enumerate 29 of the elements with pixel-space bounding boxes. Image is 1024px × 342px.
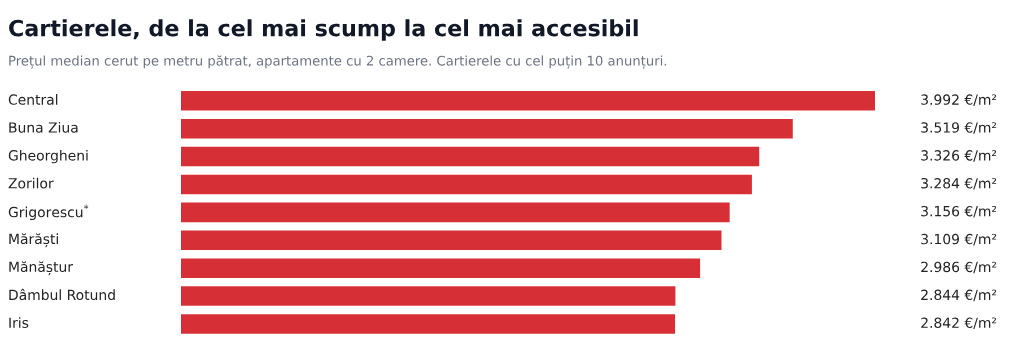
y-tick-label: Mănăștur [9,261,73,276]
y-tick-label: Central [8,94,58,105]
bar [181,202,730,223]
y-tick-label: Buna Ziua [9,121,78,133]
data-label: 3.284 €/m² [921,178,997,190]
data-label: 3.109 €/m² [921,233,997,246]
y-tick-label: Grigorescu$^{*}$ [8,204,89,221]
data-label: 3.992 €/m² [921,94,997,106]
bar [181,174,752,195]
data-label: 2.842 €/m² [921,317,997,330]
bar [181,314,676,334]
bar [181,258,701,278]
y-tick-label: Gheorgheni [8,149,88,164]
data-label: 3.519 €/m² [921,122,997,134]
data-label: 2.986 €/m² [921,261,997,274]
data-label: 2.844 €/m² [921,289,997,302]
y-tick-label: Zorilor [8,177,54,189]
bar [181,118,793,139]
bar [181,91,875,111]
bar [181,146,760,167]
y-tick-label: Iris [9,317,29,328]
data-label: 3.156 €/m² [921,205,997,218]
bar [181,230,722,251]
chart-subtitle: Prețul median cerut pe metru pătrat, apartamente cu 2 camere. Cartierele cu cel puțin 10 anunțuri. [9,55,667,69]
y-tick-label: Mărăști [9,233,58,248]
y-tick-label: Dâmbul Rotund [9,288,115,301]
bar [181,286,676,306]
chart-title: Cartierele, de la cel mai scump la cel mai accesibil [9,19,638,41]
data-label: 3.326 €/m² [921,150,997,162]
